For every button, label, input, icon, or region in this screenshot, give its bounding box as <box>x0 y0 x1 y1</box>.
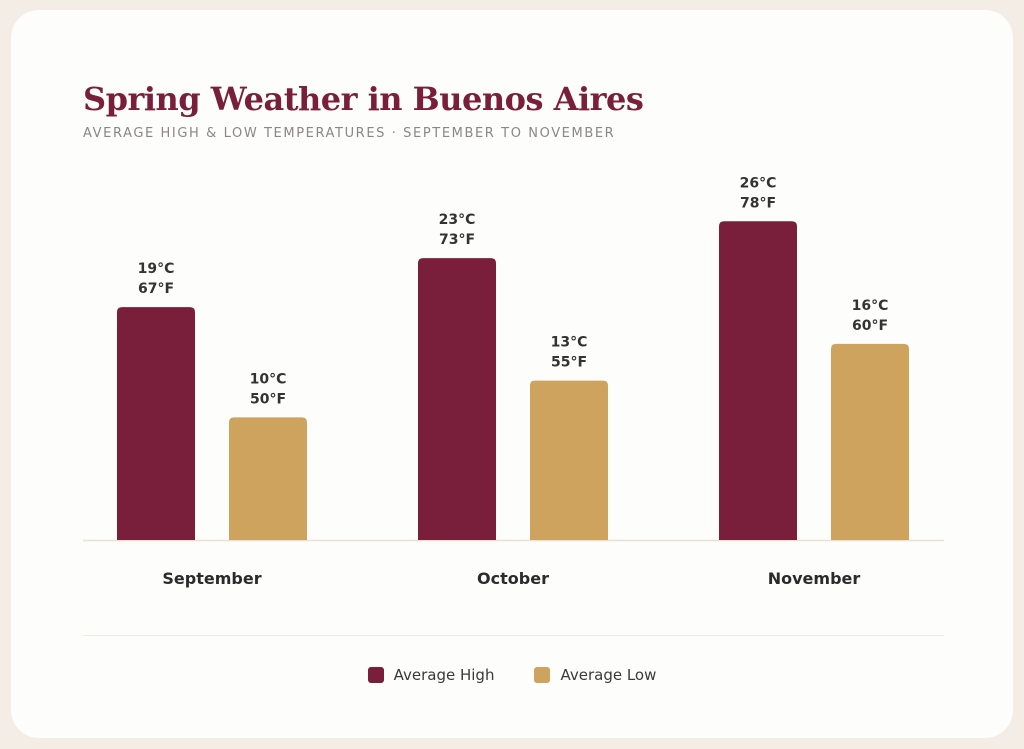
bar-chart: 19°C 67°F 10°C 50°F September 23°C 73°F 13°C 55°… <box>83 175 944 588</box>
data-label-fahrenheit: 78°F <box>740 195 776 211</box>
data-label-celsius: 16°C <box>852 298 889 314</box>
data-label-fahrenheit: 50°F <box>250 391 286 407</box>
data-label-celsius: 10°C <box>250 371 287 387</box>
legend-divider <box>83 635 944 636</box>
legend-item-high: Average High <box>367 666 495 684</box>
chart-card: Spring Weather in Buenos Aires AVERAGE H… <box>11 10 1013 738</box>
legend-item-low: Average Low <box>534 666 656 684</box>
legend-label-high: Average High <box>393 666 495 684</box>
chart-subtitle: AVERAGE HIGH & LOW TEMPERATURES · SEPTEM… <box>83 126 616 141</box>
legend-swatch-low <box>534 667 551 683</box>
bar-high-october <box>418 258 496 540</box>
data-label-fahrenheit: 60°F <box>852 318 888 334</box>
category-label-september: September <box>162 569 261 588</box>
bar-low-october <box>530 380 608 540</box>
data-label-fahrenheit: 67°F <box>138 281 174 297</box>
bar-low-november <box>831 343 909 540</box>
data-label-celsius: 19°C <box>138 261 175 277</box>
data-label-celsius: 26°C <box>740 175 777 191</box>
legend-label-low: Average Low <box>560 666 657 684</box>
legend-swatch-high <box>367 667 384 683</box>
chart-legend: Average High Average Low <box>11 666 1013 684</box>
data-label-fahrenheit: 73°F <box>439 232 475 248</box>
bar-low-september <box>229 417 307 540</box>
bar-high-september <box>117 307 195 540</box>
data-label-celsius: 23°C <box>439 212 476 228</box>
data-label-fahrenheit: 55°F <box>551 355 587 371</box>
bar-high-november <box>719 221 797 540</box>
category-label-october: October <box>477 569 549 588</box>
chart-title: Spring Weather in Buenos Aires <box>83 80 644 118</box>
data-label-celsius: 13°C <box>551 335 588 351</box>
category-label-november: November <box>768 569 861 588</box>
